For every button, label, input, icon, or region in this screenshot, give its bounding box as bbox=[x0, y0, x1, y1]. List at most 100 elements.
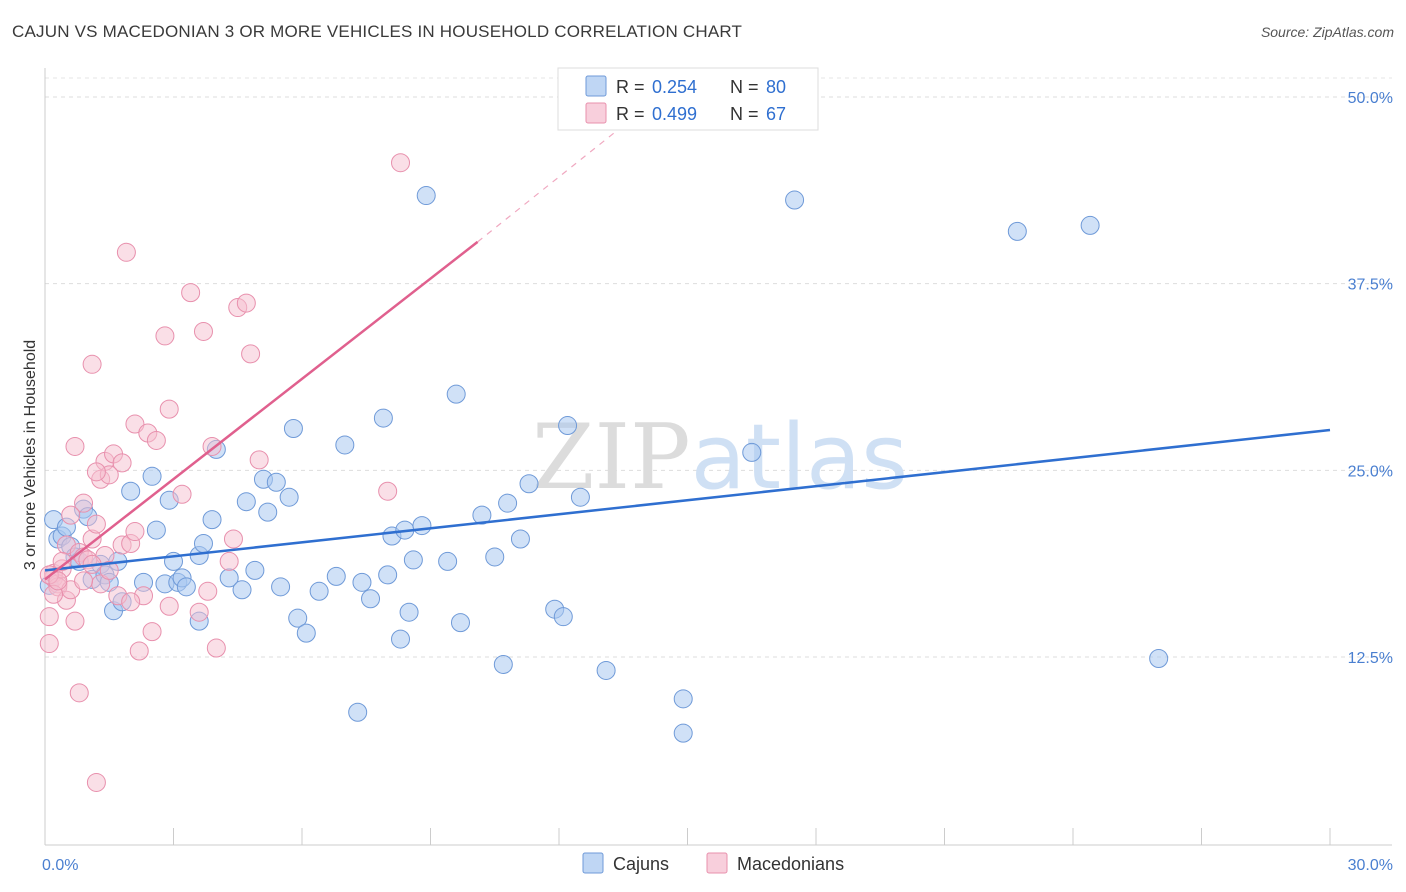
macedonian-point bbox=[206, 638, 226, 658]
cajun-point bbox=[403, 550, 423, 570]
y-tick-labels: 12.5% 25.0% 37.5% 50.0% bbox=[1348, 90, 1393, 667]
cajun-point bbox=[446, 384, 466, 404]
macedonian-point bbox=[82, 354, 102, 374]
bottom-legend-macedonian-label: Macedonians bbox=[737, 854, 844, 874]
cajun-point bbox=[309, 581, 329, 601]
cajun-point bbox=[232, 580, 252, 600]
macedonian-point bbox=[236, 293, 256, 313]
macedonian-point bbox=[99, 560, 119, 580]
cajun-point bbox=[1007, 221, 1027, 241]
cajun-point bbox=[245, 560, 265, 580]
macedonian-point bbox=[116, 242, 136, 262]
macedonian-point bbox=[219, 551, 239, 571]
macedonian-point bbox=[142, 622, 162, 642]
bottom-legend: Cajuns Macedonians bbox=[582, 852, 844, 874]
cajun-point bbox=[378, 565, 398, 585]
y-tick-label: 50.0% bbox=[1348, 90, 1393, 107]
cajun-point bbox=[193, 534, 213, 554]
x-tick-label-min: 0.0% bbox=[42, 857, 78, 874]
cajun-point bbox=[266, 472, 286, 492]
cajun-points bbox=[39, 186, 1169, 743]
chart-title: CAJUN VS MACEDONIAN 3 OR MORE VEHICLES I… bbox=[12, 22, 743, 41]
cajun-point bbox=[296, 623, 316, 643]
macedonian-point bbox=[193, 321, 213, 341]
cajun-trend-line bbox=[44, 428, 1331, 572]
cajun-point bbox=[399, 602, 419, 622]
cajun-point bbox=[1149, 648, 1169, 668]
macedonian-point bbox=[125, 522, 145, 542]
macedonian-point bbox=[74, 493, 94, 513]
cajun-point bbox=[553, 607, 573, 627]
legend: R = 0.254 N = 80 R = 0.499 N = 67 bbox=[557, 67, 819, 131]
cajun-point bbox=[348, 702, 368, 722]
cajun-point bbox=[673, 723, 693, 743]
cajun-point bbox=[279, 487, 299, 507]
macedonian-point bbox=[155, 326, 175, 346]
cajun-point bbox=[472, 505, 492, 525]
x-tick-labels: 0.0% 30.0% bbox=[42, 857, 1393, 874]
cajun-point bbox=[416, 186, 436, 206]
legend-cajun-r-value: 0.254 bbox=[652, 77, 697, 97]
trend-lines bbox=[44, 111, 1331, 581]
cajun-point bbox=[412, 516, 432, 536]
macedonian-trend-line bbox=[44, 240, 479, 581]
cajun-point bbox=[335, 435, 355, 455]
cajun-point bbox=[498, 493, 518, 513]
macedonian-points bbox=[39, 153, 411, 792]
macedonian-point bbox=[65, 611, 85, 631]
macedonian-point bbox=[129, 641, 149, 661]
cajun-point bbox=[361, 589, 381, 609]
cajun-point bbox=[271, 577, 291, 597]
legend-macedonian-n-value: 67 bbox=[766, 104, 786, 124]
cajun-point bbox=[558, 416, 578, 436]
cajun-point bbox=[510, 529, 530, 549]
cajun-point bbox=[258, 502, 278, 522]
cajun-point bbox=[519, 474, 539, 494]
cajun-point bbox=[283, 419, 303, 439]
legend-cajun-n-value: 80 bbox=[766, 77, 786, 97]
macedonian-point bbox=[172, 484, 192, 504]
cajun-point bbox=[391, 629, 411, 649]
macedonian-point bbox=[69, 683, 89, 703]
cajun-point bbox=[121, 481, 141, 501]
bottom-legend-cajun-swatch bbox=[582, 852, 604, 874]
macedonian-point bbox=[241, 344, 261, 364]
legend-cajun-n-label: N = bbox=[730, 77, 759, 97]
cajun-point bbox=[176, 577, 196, 597]
y-tick-label: 25.0% bbox=[1348, 463, 1393, 480]
macedonian-point bbox=[74, 571, 94, 591]
watermark-zip: ZIP bbox=[532, 405, 691, 510]
macedonian-point bbox=[86, 462, 106, 482]
macedonian-point bbox=[198, 581, 218, 601]
legend-macedonian-r-label: R = bbox=[616, 104, 645, 124]
cajun-point bbox=[146, 520, 166, 540]
macedonian-point bbox=[121, 592, 141, 612]
macedonian-point bbox=[65, 436, 85, 456]
macedonian-point bbox=[39, 634, 59, 654]
watermark-atlas: atlas bbox=[691, 405, 909, 510]
macedonian-point bbox=[378, 481, 398, 501]
macedonian-point bbox=[52, 551, 72, 571]
macedonian-point bbox=[391, 153, 411, 173]
cajun-point bbox=[438, 551, 458, 571]
macedonian-point bbox=[146, 430, 166, 450]
macedonian-point bbox=[202, 436, 222, 456]
cajun-point bbox=[352, 572, 372, 592]
cajun-point bbox=[288, 608, 308, 628]
cajun-point bbox=[236, 492, 256, 512]
cajun-point bbox=[570, 487, 590, 507]
cajun-point bbox=[785, 190, 805, 210]
cajun-point bbox=[142, 466, 162, 486]
legend-macedonian-r-value: 0.499 bbox=[652, 104, 697, 124]
macedonian-point bbox=[189, 602, 209, 622]
legend-macedonian-n-label: N = bbox=[730, 104, 759, 124]
bottom-legend-macedonian-swatch bbox=[706, 852, 728, 874]
macedonian-point bbox=[86, 514, 106, 534]
cajun-point bbox=[1080, 215, 1100, 235]
macedonian-point bbox=[159, 399, 179, 419]
cajun-point bbox=[485, 547, 505, 567]
macedonian-point bbox=[249, 450, 269, 470]
macedonian-point bbox=[223, 529, 243, 549]
legend-macedonian-swatch bbox=[585, 102, 607, 124]
